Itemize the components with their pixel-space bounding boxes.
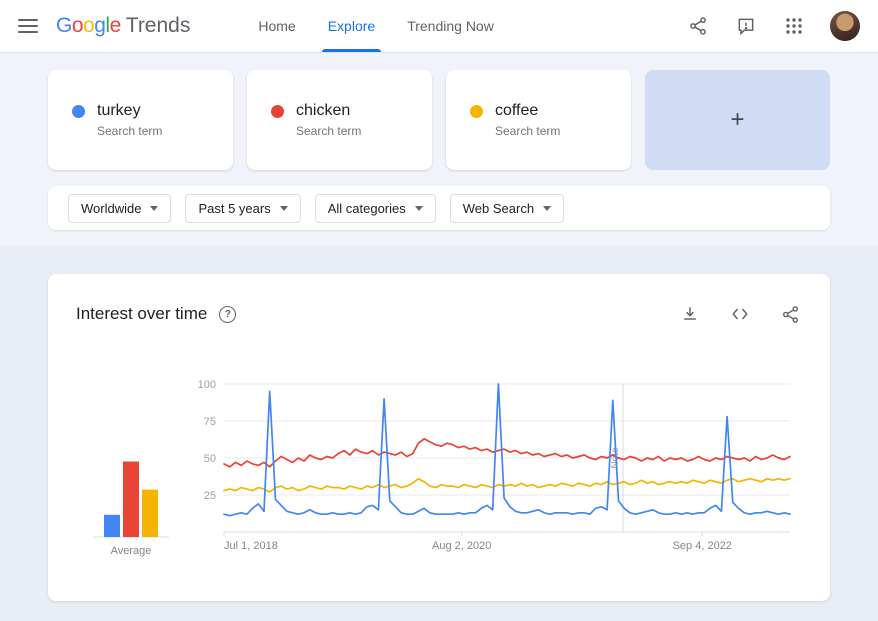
compare-section: turkey Search term chicken Search term c…: [0, 52, 878, 246]
help-icon[interactable]: ?: [219, 305, 237, 323]
embed-code-icon[interactable]: [728, 302, 752, 326]
term-card-chicken[interactable]: chicken Search term: [247, 70, 432, 170]
average-bar-turkey: [104, 514, 120, 537]
widget-actions: [678, 302, 802, 326]
trend-line-chart[interactable]: 25 50 75 100 Note Jul 1, 2018 Aug 2, 2020 Sep 4…: [186, 378, 802, 563]
add-comparison-card[interactable]: +: [645, 70, 830, 170]
logo-product-name: Trends: [125, 14, 191, 37]
menu-icon[interactable]: [18, 19, 38, 33]
nav-trending-now-label: Trending Now: [407, 18, 494, 34]
term-type-label: Search term: [495, 124, 561, 138]
x-tick-label: Sep 4, 2022: [673, 540, 732, 552]
average-caption: Average: [111, 545, 152, 557]
term-color-dot: [470, 104, 483, 118]
filter-search-type[interactable]: Web Search: [449, 193, 565, 223]
header-actions: [686, 11, 860, 41]
nav-explore-label: Explore: [327, 18, 376, 34]
term-type-label: Search term: [97, 124, 163, 138]
term-color-dot: [72, 104, 85, 118]
nav-trending-now[interactable]: Trending Now: [391, 0, 510, 52]
filter-geo[interactable]: Worldwide: [68, 193, 172, 223]
filter-bar: Worldwide Past 5 years All categories We…: [48, 186, 830, 230]
term-color-dot: [271, 104, 284, 118]
series-line-chicken: [223, 437, 791, 468]
term-name: coffee: [495, 102, 539, 119]
interest-over-time-card: Interest over time ?: [48, 274, 830, 601]
filter-search-type-label: Web Search: [462, 200, 535, 216]
y-tick-label: 75: [204, 416, 216, 428]
chevron-down-icon: [543, 205, 552, 211]
nav-home-label: Home: [258, 18, 296, 34]
google-apps-icon[interactable]: [782, 14, 806, 38]
logo-letter: o: [83, 14, 95, 37]
google-trends-logo[interactable]: G o o g l e Trends: [56, 14, 190, 38]
filter-time-range-label: Past 5 years: [198, 200, 271, 216]
filter-time-range[interactable]: Past 5 years: [185, 193, 301, 223]
widget-header: Interest over time ?: [76, 302, 802, 326]
chevron-down-icon: [150, 205, 159, 211]
logo-letter: e: [109, 14, 122, 37]
download-icon[interactable]: [678, 302, 702, 326]
y-tick-label: 50: [204, 453, 216, 465]
x-tick-label: Aug 2, 2020: [432, 540, 491, 552]
filter-category[interactable]: All categories: [314, 193, 436, 223]
avatar[interactable]: [830, 11, 860, 41]
term-name: turkey: [97, 102, 141, 119]
chevron-down-icon: [414, 205, 423, 211]
logo-letter: o: [71, 14, 84, 37]
top-bar: G o o g l e Trends Home Explore Trending…: [0, 0, 878, 52]
series-line-turkey: [223, 383, 791, 517]
average-bar-coffee: [142, 489, 158, 537]
feedback-icon[interactable]: [734, 14, 758, 38]
logo-letter: l: [105, 14, 110, 37]
help-glyph: ?: [224, 308, 231, 320]
chevron-down-icon: [279, 205, 288, 211]
logo-letter: G: [56, 14, 72, 37]
share-icon[interactable]: [778, 302, 802, 326]
x-tick-label: Jul 1, 2018: [224, 540, 278, 552]
results-section: Interest over time ?: [0, 246, 878, 621]
widget-title: Interest over time: [76, 304, 208, 323]
logo-letter: g: [94, 14, 106, 37]
term-type-label: Search term: [296, 124, 362, 138]
average-bar-chicken: [123, 461, 139, 537]
average-bar-chart: Average: [76, 383, 186, 563]
term-card-coffee[interactable]: coffee Search term: [446, 70, 631, 170]
share-icon[interactable]: [686, 14, 710, 38]
y-tick-label: 100: [198, 379, 216, 391]
term-name: chicken: [296, 102, 351, 119]
nav-home[interactable]: Home: [242, 0, 311, 52]
term-card-turkey[interactable]: turkey Search term: [48, 70, 233, 170]
nav-explore[interactable]: Explore: [312, 0, 391, 52]
filter-geo-label: Worldwide: [81, 200, 142, 216]
main-nav: Home Explore Trending Now: [242, 0, 509, 52]
term-cards-row: turkey Search term chicken Search term c…: [48, 70, 830, 170]
y-tick-label: 25: [204, 490, 216, 502]
series-line-coffee: [223, 477, 791, 493]
chart-area: Average 25 50 75 100 Note Jul 1, 2018 Aug 2, 2…: [76, 378, 802, 563]
plus-icon: +: [730, 106, 745, 133]
filter-category-label: All categories: [327, 200, 406, 216]
